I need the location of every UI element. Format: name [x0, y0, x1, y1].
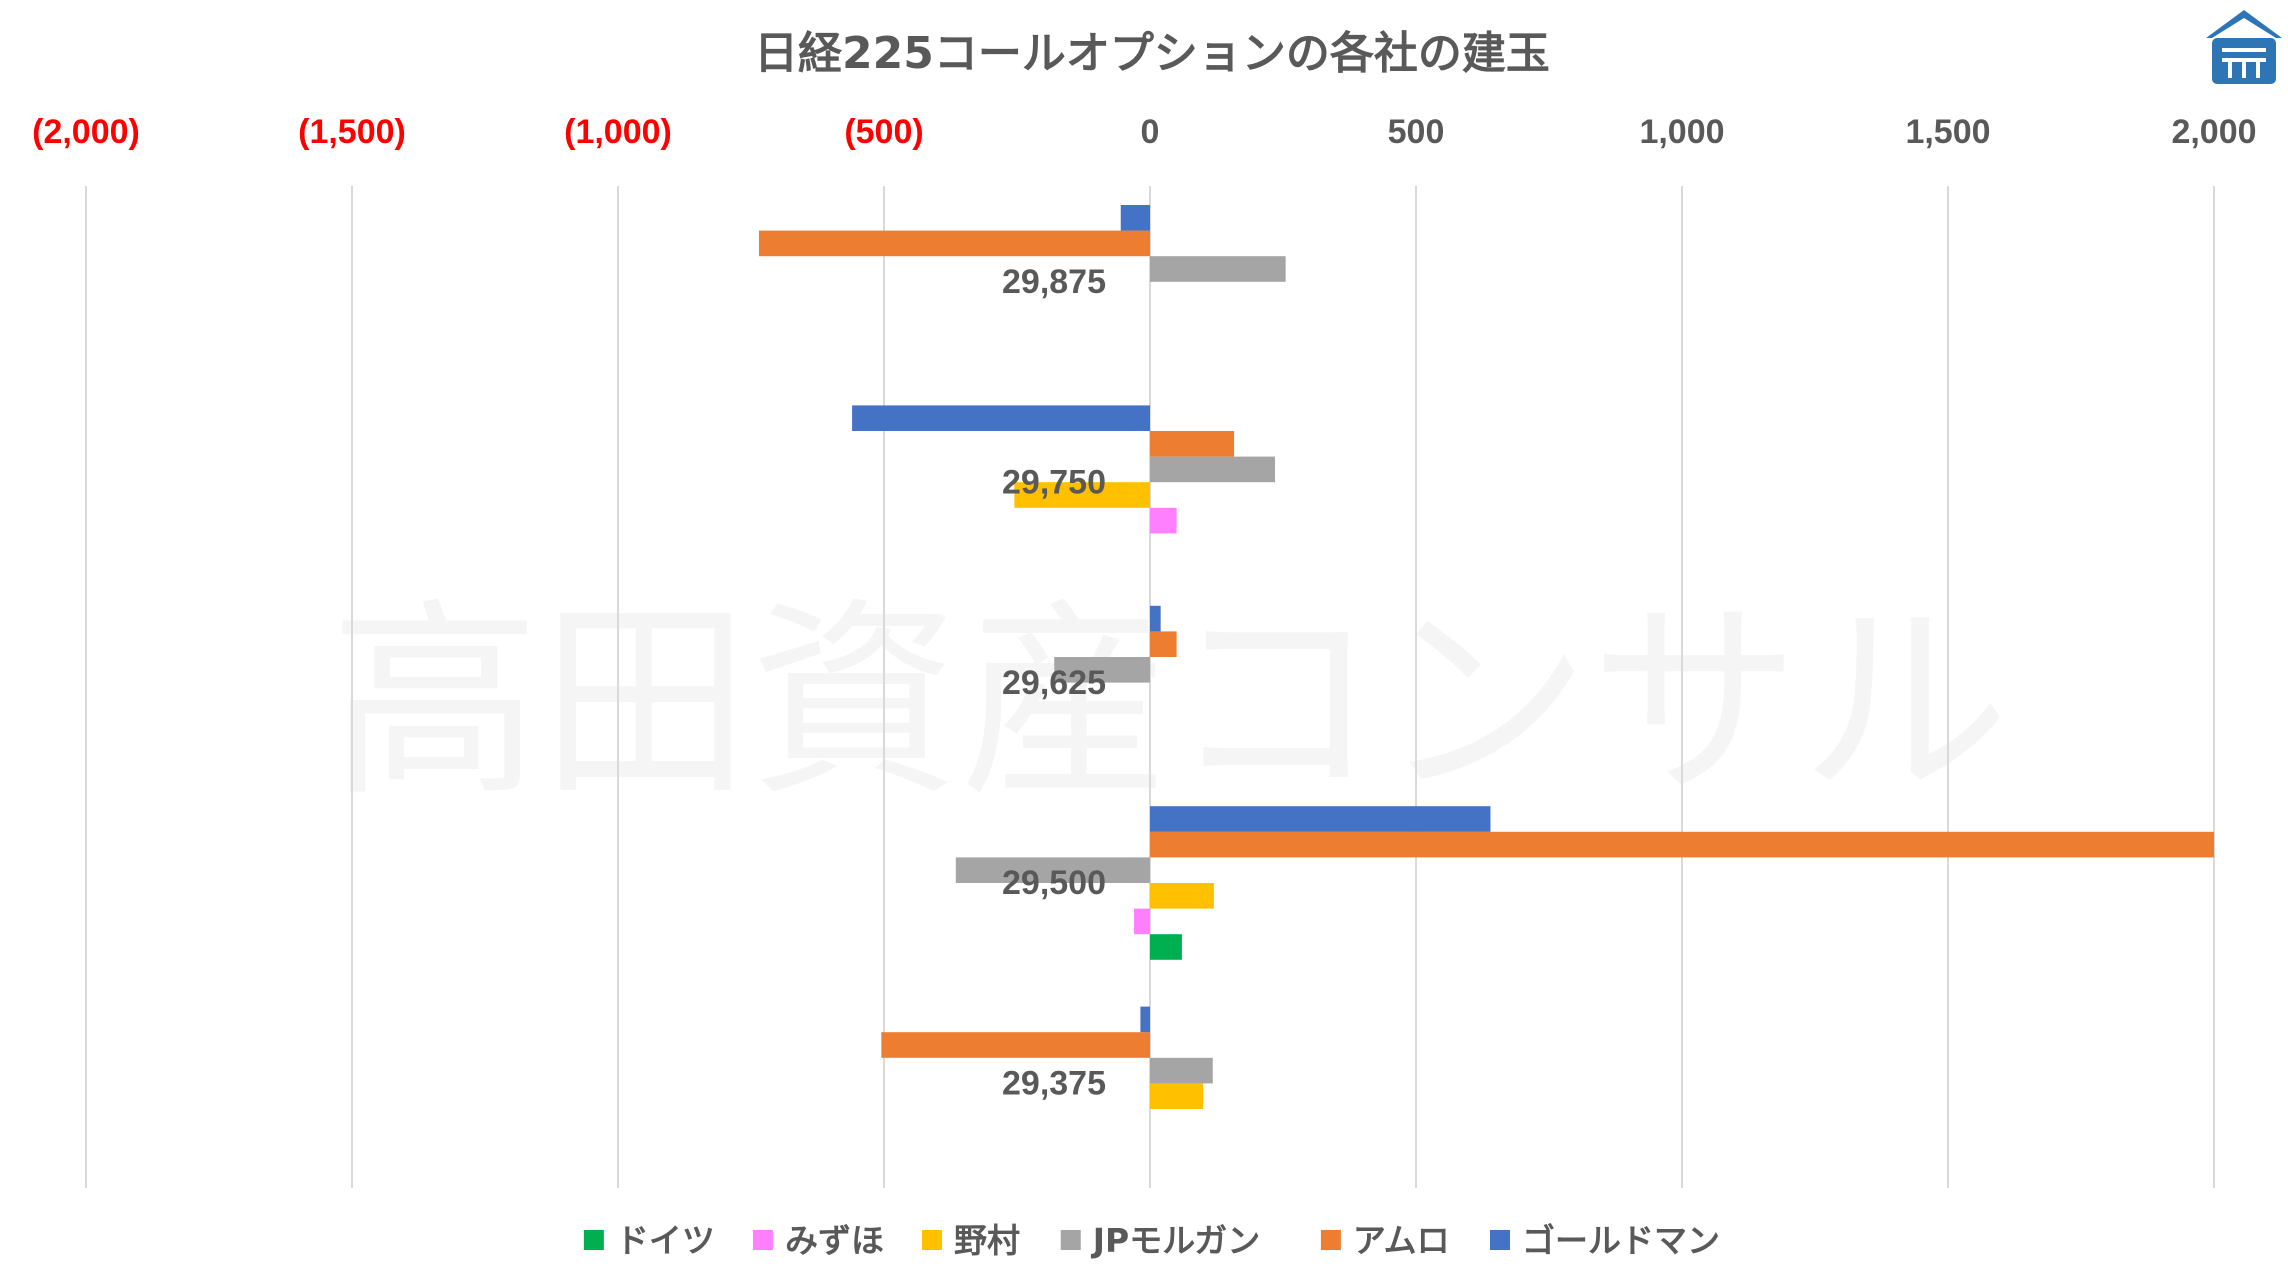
bar	[881, 1032, 1150, 1058]
category-label: 29,375	[1002, 1065, 1106, 1103]
bar	[1150, 934, 1182, 960]
bars	[758, 205, 2214, 1109]
x-tick-label: (1,500)	[298, 113, 406, 151]
bar	[1150, 883, 1214, 909]
x-tick-label: 500	[1388, 113, 1445, 151]
watermark: 高田資産コンサル	[330, 580, 2010, 825]
bar	[1150, 631, 1177, 657]
category-labels: 29,875 29,750 29,625 29,500 29,375	[1002, 263, 1106, 1103]
category-label: 29,875	[1002, 263, 1106, 301]
bar	[1150, 507, 1177, 534]
x-tick-label: 1,000	[1639, 113, 1724, 151]
x-tick-label: (500)	[844, 113, 923, 151]
category-label: 29,500	[1002, 864, 1106, 902]
bar	[1150, 1083, 1204, 1109]
bar	[1150, 831, 2214, 858]
bar	[1150, 256, 1286, 282]
bar	[1150, 431, 1235, 457]
bar	[1140, 1006, 1150, 1033]
legend-swatch	[752, 1230, 773, 1250]
legend-label: JPモルガン	[1091, 1221, 1260, 1260]
logo-icon	[2206, 10, 2282, 84]
legend-swatch	[922, 1230, 943, 1250]
legend-label: アムロ	[1353, 1221, 1450, 1260]
legend-label: 野村	[954, 1221, 1020, 1260]
gridlines	[85, 186, 2215, 1188]
bar	[1054, 657, 1150, 683]
x-tick-label: (2,000)	[32, 113, 140, 151]
bar	[1120, 205, 1150, 231]
legend-swatch	[1320, 1230, 1341, 1250]
bar	[1134, 908, 1150, 935]
bar	[1150, 456, 1276, 483]
bar	[758, 230, 1150, 257]
bar	[852, 405, 1150, 431]
bar	[1150, 806, 1491, 832]
x-tick-label: 1,500	[1905, 113, 1990, 151]
category-label: 29,750	[1002, 463, 1106, 501]
bar	[1014, 482, 1150, 508]
x-tick-label: (1,000)	[564, 113, 672, 151]
x-tick-label: 2,000	[2171, 113, 2256, 151]
x-tick-label: 0	[1141, 113, 1160, 151]
legend-swatch	[583, 1230, 604, 1250]
bar	[1150, 605, 1161, 632]
legend-swatch	[1060, 1230, 1081, 1250]
bar	[1150, 1057, 1213, 1084]
legend: ドイツ みずほ 野村 JPモルガン アムロ ゴールドマン	[583, 1221, 1720, 1260]
bar	[955, 857, 1150, 883]
chart-title: 日経225コールオプションの各社の建玉	[754, 28, 1550, 79]
x-axis-ticks: (2,000) (1,500) (1,000) (500) 0 500 1,000 1,500…	[32, 113, 2256, 151]
legend-label: ゴールドマン	[1522, 1221, 1720, 1260]
legend-label: みずほ	[785, 1221, 884, 1260]
legend-swatch	[1489, 1230, 1510, 1250]
legend-label: ドイツ	[616, 1221, 715, 1260]
category-label: 29,625	[1002, 664, 1106, 702]
